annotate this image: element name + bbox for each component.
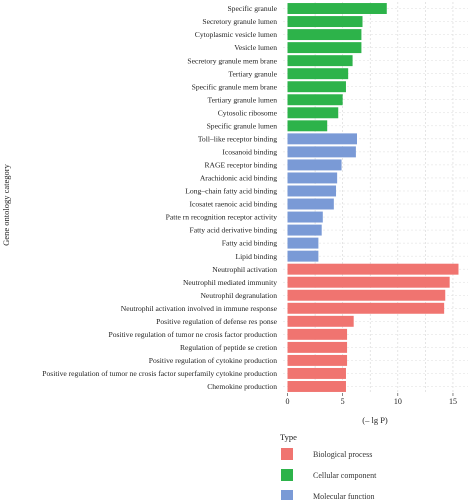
bar bbox=[287, 68, 349, 80]
bar bbox=[287, 185, 337, 197]
y-axis-title: Gene ontology category bbox=[1, 163, 11, 245]
category-label: Specific granule mem brane bbox=[192, 82, 278, 91]
category-label: Lipid binding bbox=[235, 252, 277, 261]
bar bbox=[287, 3, 387, 14]
category-label: Neutrophil degranulation bbox=[200, 291, 277, 300]
legend-label: Molecular function bbox=[313, 492, 375, 500]
bar bbox=[287, 94, 343, 106]
bar bbox=[287, 146, 356, 158]
category-label: Toll–like receptor binding bbox=[198, 134, 277, 143]
bar bbox=[287, 81, 346, 93]
bar bbox=[287, 107, 339, 119]
legend-label: Biological process bbox=[313, 450, 372, 459]
bar bbox=[287, 328, 348, 340]
category-label: Icosatet raenoic acid binding bbox=[189, 200, 277, 209]
bar bbox=[287, 29, 362, 41]
bar bbox=[287, 211, 323, 223]
bar bbox=[287, 315, 354, 327]
category-label: Tertiary granule lumen bbox=[208, 95, 278, 104]
category-label: Patte rn recognition receptor activity bbox=[166, 213, 278, 222]
bar bbox=[287, 367, 346, 379]
bar bbox=[287, 263, 459, 275]
category-label: Vesicle lumen bbox=[234, 43, 277, 52]
category-label: Cytosolic ribosome bbox=[218, 108, 278, 117]
bar bbox=[287, 16, 363, 28]
legend-swatch bbox=[281, 448, 293, 460]
category-label: Secretory granule lumen bbox=[202, 17, 277, 26]
bar bbox=[287, 55, 353, 67]
category-label: Fatty acid binding bbox=[222, 239, 277, 248]
bar bbox=[287, 302, 445, 314]
category-label: Specific granule bbox=[227, 4, 277, 13]
x-tick-label: 5 bbox=[341, 397, 345, 406]
bars bbox=[287, 3, 459, 392]
category-label: Cytoplasmic vesicle lumen bbox=[195, 30, 277, 39]
category-label: RAGE receptor binding bbox=[204, 161, 277, 170]
legend: Type Biological process Cellular componen… bbox=[280, 432, 377, 500]
category-label: Tertiary granule bbox=[228, 69, 277, 78]
bar bbox=[287, 42, 362, 54]
category-label: Neutrophil activation involved in immune… bbox=[121, 304, 278, 313]
category-label: Chemokine production bbox=[207, 382, 277, 391]
legend-swatch bbox=[281, 490, 293, 500]
category-labels: Specific granule Secretory granule lumen C… bbox=[42, 4, 277, 391]
bar bbox=[287, 341, 348, 353]
category-label: Neutrophil mediated immunity bbox=[183, 278, 277, 287]
bar bbox=[287, 381, 346, 392]
category-label: Long–chain fatty acid binding bbox=[185, 187, 277, 196]
category-label: Positive regulation of tumor ne crosis f… bbox=[108, 330, 277, 339]
bar bbox=[287, 276, 450, 288]
bar bbox=[287, 224, 322, 236]
legend-swatch bbox=[281, 469, 293, 481]
x-tick-label: 10 bbox=[394, 397, 402, 406]
category-label: Neutrophil activation bbox=[212, 265, 277, 274]
category-label: Positive regulation of cytokine producti… bbox=[149, 356, 277, 365]
category-label: Positive regulation of tumor ne crosis f… bbox=[42, 369, 277, 378]
x-tick-label: 0 bbox=[286, 397, 290, 406]
x-axis-title: (– lg P) bbox=[362, 415, 388, 425]
bar bbox=[287, 289, 446, 301]
category-label: Arachidonic acid binding bbox=[200, 174, 277, 183]
bar bbox=[287, 354, 348, 366]
bar bbox=[287, 172, 338, 184]
bar bbox=[287, 159, 342, 171]
category-label: Fatty acid derivative binding bbox=[189, 226, 277, 235]
bar bbox=[287, 237, 319, 249]
x-tick-label: 15 bbox=[449, 397, 457, 406]
bar bbox=[287, 133, 357, 145]
category-label: Regulation of peptide se cretion bbox=[180, 343, 277, 352]
category-label: Icosanoid binding bbox=[222, 147, 277, 156]
legend-label: Cellular component bbox=[313, 471, 377, 480]
legend-title: Type bbox=[280, 432, 297, 442]
bar bbox=[287, 250, 319, 262]
bar bbox=[287, 120, 328, 132]
bar bbox=[287, 198, 334, 210]
category-label: Secretory granule mem brane bbox=[187, 56, 277, 65]
category-label: Positive regulation of defense res ponse bbox=[156, 317, 277, 326]
x-axis: 0 5 10 15 bbox=[286, 393, 457, 406]
category-label: Specific granule lumen bbox=[207, 121, 278, 130]
